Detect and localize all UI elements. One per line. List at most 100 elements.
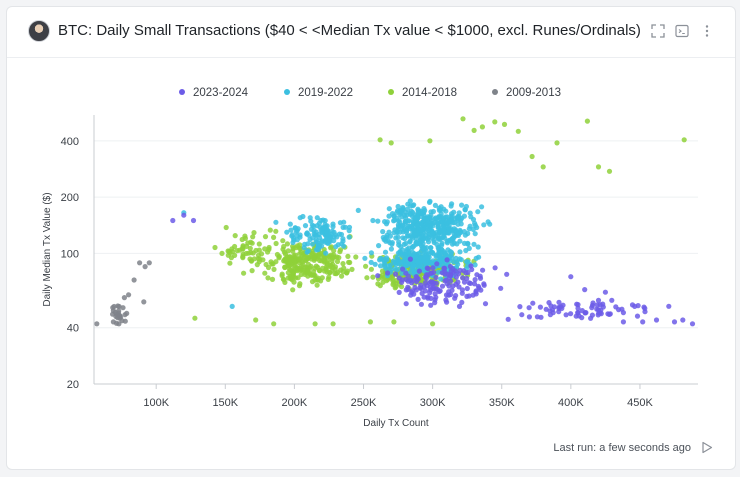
scatter-point-2014-2018: [460, 116, 466, 122]
scatter-point-2014-2018: [246, 250, 252, 256]
scatter-point-2023-2024: [472, 277, 478, 283]
legend-item-2023-2024[interactable]: 2023-2024: [179, 87, 248, 99]
scatter-point-2019-2022: [481, 222, 487, 228]
play-icon[interactable]: [701, 441, 713, 454]
scatter-point-2023-2024: [432, 300, 438, 306]
legend-item-2019-2022[interactable]: 2019-2022: [284, 87, 353, 99]
scatter-point-2019-2022: [394, 267, 401, 273]
scatter-point-2009-2013: [122, 318, 128, 324]
scatter-point-2023-2024: [430, 265, 436, 271]
scatter-point-2019-2022: [409, 266, 415, 272]
scatter-point-2023-2024: [450, 266, 456, 272]
scatter-point-2019-2022: [396, 242, 402, 248]
scatter-point-2014-2018: [368, 266, 374, 272]
expand-icon[interactable]: [650, 23, 666, 39]
avatar[interactable]: [28, 20, 50, 42]
scatter-point-2014-2018: [340, 269, 346, 275]
scatter-point-2019-2022: [314, 223, 320, 229]
scatter-point-2019-2022: [400, 204, 406, 211]
scatter-point-2019-2022: [436, 247, 442, 253]
scatter-point-2014-2018: [279, 271, 285, 277]
scatter-point-2023-2024: [468, 263, 474, 269]
y-tick-label: 400: [61, 136, 79, 148]
scatter-point-2023-2024: [582, 287, 588, 293]
scatter-point-2023-2024: [425, 266, 431, 272]
scatter-point-2014-2018: [337, 247, 344, 253]
scatter-point-2023-2024: [393, 271, 399, 277]
scatter-point-2014-2018: [290, 269, 296, 275]
scatter-point-2019-2022: [411, 253, 417, 259]
scatter-point-2014-2018: [242, 235, 248, 241]
more-vertical-icon[interactable]: [699, 23, 715, 39]
scatter-point-2014-2018: [311, 272, 317, 278]
scatter-point-2014-2018: [299, 259, 305, 265]
scatter-point-2014-2018: [349, 266, 355, 272]
scatter-point-2019-2022: [380, 229, 386, 235]
scatter-point-2009-2013: [131, 277, 137, 283]
scatter-point-2019-2022: [440, 223, 447, 229]
legend-item-2009-2013[interactable]: 2009-2013: [492, 87, 561, 99]
scatter-point-2023-2024: [467, 280, 473, 286]
scatter-point-2019-2022: [479, 204, 485, 210]
scatter-point-2019-2022: [471, 241, 477, 247]
legend-item-2014-2018[interactable]: 2014-2018: [388, 87, 457, 99]
scatter-point-2019-2022: [329, 228, 335, 234]
scatter-point-2014-2018: [340, 261, 346, 267]
scatter-point-2023-2024: [396, 289, 402, 295]
scatter-point-2023-2024: [590, 300, 596, 306]
legend-marker-icon: [388, 89, 394, 95]
scatter-point-2009-2013: [146, 260, 152, 266]
scatter-point-2014-2018: [241, 270, 247, 276]
scatter-point-2023-2024: [480, 267, 486, 273]
scatter-point-2023-2024: [526, 314, 533, 320]
y-tick-label: 200: [61, 192, 79, 204]
scatter-point-2014-2018: [291, 264, 297, 270]
scatter-point-2014-2018: [471, 127, 477, 133]
scatter-point-2014-2018: [267, 227, 273, 233]
scatter-point-2019-2022: [399, 222, 405, 228]
scatter-point-2019-2022: [386, 206, 392, 212]
scatter-point-2019-2022: [391, 218, 397, 224]
scatter-point-2014-2018: [281, 277, 287, 283]
scatter-point-2014-2018: [271, 321, 277, 327]
scatter-point-2019-2022: [376, 243, 382, 249]
scatter-point-2023-2024: [434, 261, 440, 267]
scatter-point-2019-2022: [390, 258, 397, 264]
scatter-point-2019-2022: [391, 230, 397, 236]
scatter-point-2014-2018: [247, 245, 253, 251]
scatter-point-2019-2022: [441, 233, 447, 239]
y-axis-label: Daily Median Tx Value ($): [42, 192, 53, 306]
scatter-point-2014-2018: [239, 246, 245, 252]
scatter-point-2019-2022: [383, 255, 390, 261]
scatter-point-2014-2018: [262, 246, 268, 252]
chart-title: BTC: Daily Small Transactions ($40 < <Me…: [58, 22, 641, 39]
legend-marker-icon: [179, 89, 185, 95]
console-icon[interactable]: [674, 23, 690, 39]
legend-label: 2009-2013: [506, 87, 561, 99]
y-tick-label: 100: [61, 248, 79, 260]
scatter-point-2014-2018: [529, 153, 535, 160]
scatter-point-2023-2024: [375, 273, 381, 279]
scatter-point-2014-2018: [262, 270, 268, 276]
chart-legend: 2023-2024 2019-2022 2014-2018 2009-2013: [7, 87, 735, 103]
scatter-point-2023-2024: [632, 303, 638, 309]
scatter-point-2014-2018: [285, 275, 291, 281]
scatter-point-2023-2024: [422, 280, 429, 286]
scatter-point-2023-2024: [609, 297, 615, 303]
scatter-point-2019-2022: [425, 227, 431, 233]
scatter-point-2014-2018: [251, 230, 257, 236]
scatter-point-2014-2018: [595, 164, 602, 170]
scatter-point-2019-2022: [415, 259, 421, 265]
scatter-point-2014-2018: [377, 283, 383, 289]
scatter-point-2019-2022: [415, 222, 421, 228]
scatter-point-2019-2022: [432, 202, 438, 208]
scatter-point-2019-2022: [399, 247, 406, 253]
scatter-point-2019-2022: [419, 234, 425, 240]
scatter-point-2014-2018: [250, 234, 256, 240]
scatter-point-2009-2013: [142, 264, 148, 270]
scatter-point-2019-2022: [454, 241, 460, 247]
scatter-point-2023-2024: [433, 294, 439, 300]
scatter-point-2014-2018: [319, 275, 325, 281]
scatter-point-2014-2018: [479, 124, 485, 130]
scatter-point-2009-2013: [111, 303, 117, 310]
